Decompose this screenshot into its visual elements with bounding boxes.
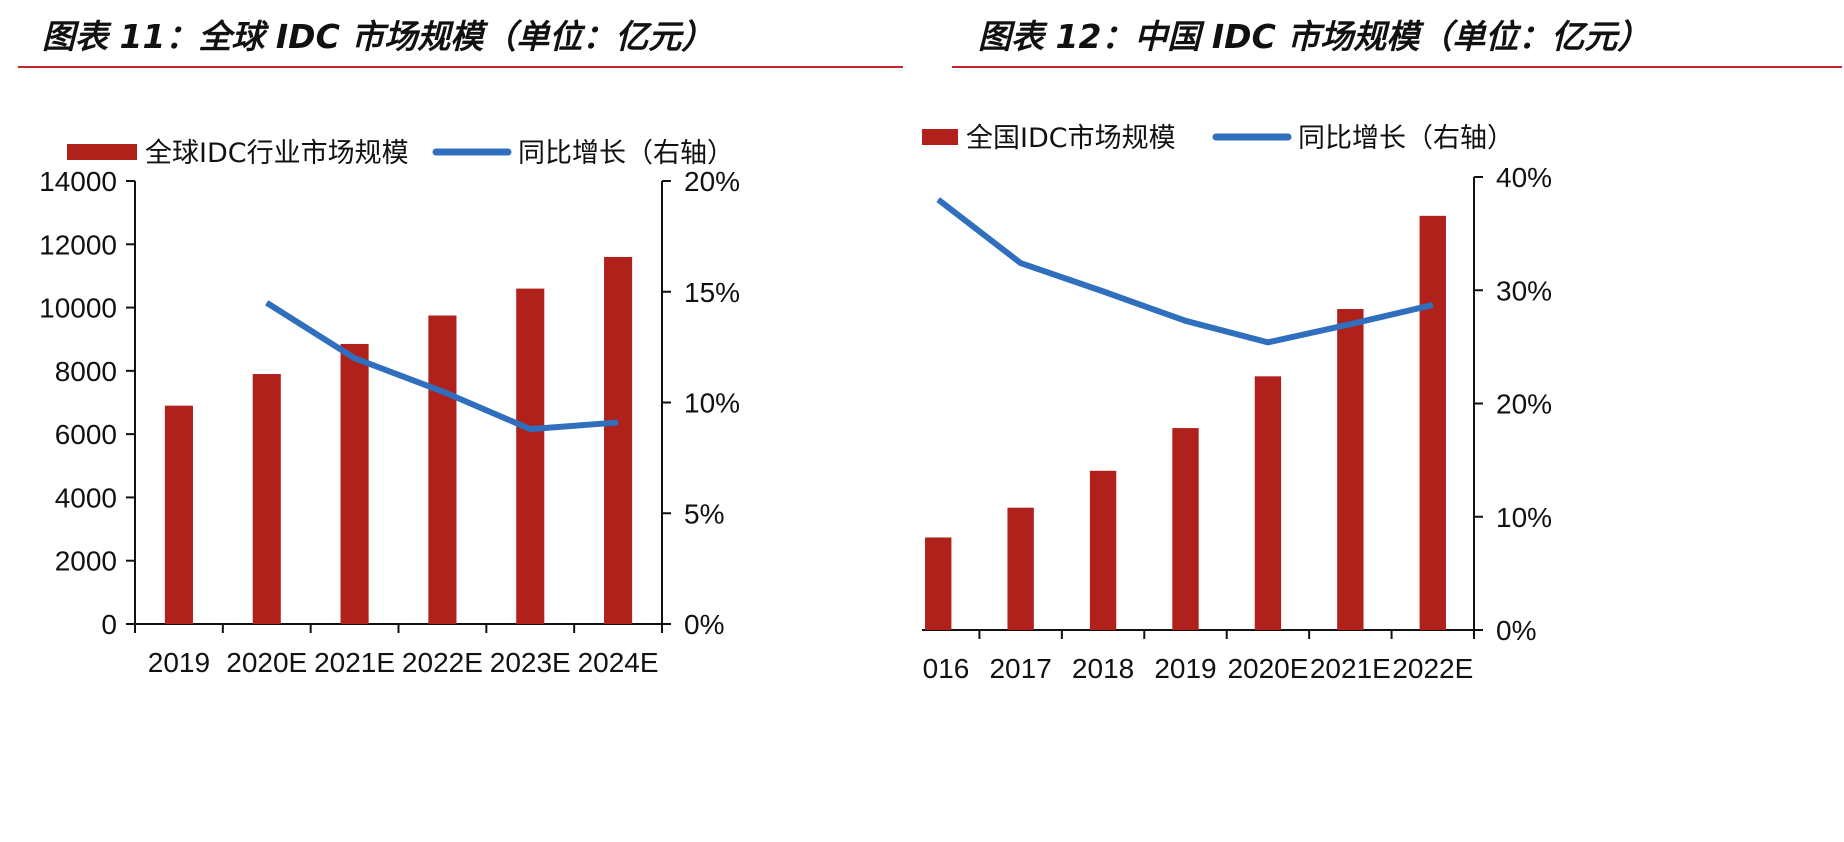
left-tick-label: 14000 <box>39 166 117 197</box>
legend-label-line: 同比增长（右轴） <box>518 138 734 169</box>
x-tick-label: 2021E <box>1310 653 1391 684</box>
left-tick-label: 0 <box>101 609 117 640</box>
left-tick-label: 2000 <box>55 546 117 577</box>
left-tick-label: 8000 <box>55 356 117 387</box>
chart-global-idc: 0 2000 4000 6000 8000 10000 12000 14000 0% 5% 10% 1… <box>39 138 740 678</box>
x-tick-label: 2020E <box>1227 653 1308 684</box>
bar-2020E <box>1254 376 1282 630</box>
growth-point-2016 <box>937 199 939 201</box>
x-tick-label: 2023E <box>490 647 571 678</box>
growth-point-2021E <box>1349 323 1351 325</box>
bar-2024E <box>604 256 633 624</box>
right-tick-label: 20% <box>684 166 740 197</box>
bar-2018 <box>1089 470 1117 630</box>
x-tick-label: 2020E <box>226 647 307 678</box>
right-tick-label: 30% <box>1496 275 1552 306</box>
bar-2022E <box>428 315 457 624</box>
x-tick-label: 2021E <box>314 647 395 678</box>
x-tick-label: 2024E <box>578 647 659 678</box>
bar-2017 <box>1007 507 1034 630</box>
growth-point-2018 <box>1102 290 1104 292</box>
bar-2021E <box>1337 309 1364 630</box>
growth-point-2022E <box>1432 304 1434 306</box>
growth-point-2017 <box>1020 262 1022 264</box>
x-tick-label: 2018 <box>1072 653 1134 684</box>
chart-china-idc: 05001000150020002500300035000%10%20%30%4… <box>922 123 1552 684</box>
chart-panel-global: 图表 11：全球 IDC 市场规模（单位：亿元） 0 2000 4000 6000 80… <box>18 17 903 678</box>
left-tick-label: 10000 <box>39 293 117 324</box>
legend-label-bar: 全国IDC市场规模 <box>966 123 1176 154</box>
x-tick-label: 2022E <box>1392 653 1473 684</box>
x-tick-label: 2022E <box>402 647 483 678</box>
x-tick-label: 2019 <box>1154 653 1216 684</box>
bar-2019 <box>1172 428 1199 630</box>
left-tick-label: 6000 <box>55 419 117 450</box>
title-rule <box>952 66 1842 68</box>
bar-2020E <box>252 374 281 624</box>
bar-2016 <box>925 537 952 630</box>
bar-2019 <box>164 405 193 624</box>
bar-2021E <box>340 343 369 624</box>
right-tick-label: 0% <box>1496 615 1536 646</box>
right-tick-label: 40% <box>1496 162 1552 193</box>
right-tick-label: 0% <box>684 609 724 640</box>
legend-swatch-bar <box>922 129 958 145</box>
growth-point-2022E <box>441 390 443 392</box>
legend-label-bar: 全球IDC行业市场规模 <box>145 138 409 169</box>
bar-2022E <box>1419 215 1446 631</box>
right-tick-label: 5% <box>684 498 724 529</box>
legend-label-line: 同比增长（右轴） <box>1298 123 1514 154</box>
growth-point-2019 <box>1185 320 1186 322</box>
x-tick-label: 2017 <box>989 653 1051 684</box>
x-tick-label: 2016 <box>922 653 969 684</box>
left-tick-label: 12000 <box>39 229 117 260</box>
chart-panel-china: 图表 12：中国 IDC 市场规模（单位：亿元） 050010001500200… <box>922 0 1844 842</box>
legend-swatch-bar <box>67 144 137 160</box>
growth-point-2024E <box>617 421 619 423</box>
growth-point-2021E <box>354 357 356 359</box>
growth-point-2023E <box>529 428 531 430</box>
right-tick-label: 10% <box>1496 502 1552 533</box>
right-tick-label: 10% <box>684 388 740 419</box>
x-tick-label: 2019 <box>148 647 210 678</box>
right-tick-label: 15% <box>684 277 740 308</box>
figure-title: 图表 11：全球 IDC 市场规模（单位：亿元） <box>42 17 715 56</box>
growth-point-2020E <box>266 302 268 304</box>
left-tick-label: 4000 <box>55 482 117 513</box>
growth-point-2020E <box>1267 341 1269 343</box>
right-tick-label: 20% <box>1496 389 1552 420</box>
title-rule <box>18 66 903 68</box>
figure-title: 图表 12：中国 IDC 市场规模（单位：亿元） <box>978 17 1651 56</box>
bar-2023E <box>516 288 545 624</box>
